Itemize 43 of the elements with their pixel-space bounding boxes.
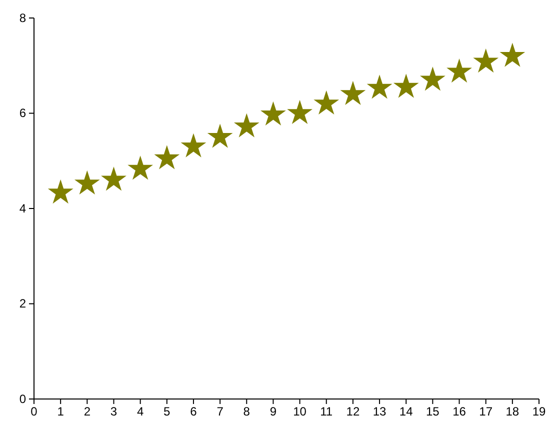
y-tick-label: 0	[19, 392, 26, 406]
x-tick-label: 11	[320, 404, 333, 419]
x-tick-label: 0	[30, 404, 38, 419]
x-tick-label: 4	[136, 404, 144, 419]
x-tick-label: 2	[84, 404, 91, 419]
point	[234, 113, 260, 138]
x-tick-label: 17	[479, 404, 493, 419]
x-tick-label: 8	[243, 404, 250, 419]
x-tick-label: 1	[57, 404, 64, 419]
x-tick-label: 12	[346, 404, 360, 419]
point	[74, 170, 100, 195]
x-tick-label: 14	[399, 404, 414, 419]
point	[393, 74, 419, 98]
point	[207, 124, 233, 148]
x-tick-label: 3	[110, 404, 118, 419]
point	[446, 58, 472, 83]
point	[473, 48, 499, 73]
point	[154, 145, 180, 170]
point	[128, 156, 154, 180]
point	[366, 74, 392, 99]
x-tick-label: 7	[216, 404, 224, 419]
point	[260, 101, 286, 126]
point	[48, 179, 74, 204]
y-tick-label: 8	[19, 10, 26, 25]
x-tick-label: 6	[190, 404, 198, 419]
point	[420, 66, 446, 91]
x-tick-label: 15	[426, 404, 440, 419]
y-tick-label: 4	[19, 201, 26, 216]
point	[340, 80, 366, 105]
y-tick-label: 6	[19, 106, 26, 120]
x-tick-label: 9	[270, 404, 277, 419]
x-tick-label: 18	[506, 404, 520, 419]
point	[314, 90, 340, 115]
point	[101, 166, 126, 191]
x-tick-label: 10	[293, 404, 307, 419]
point	[287, 100, 312, 124]
x-tick-label: 19	[532, 404, 546, 419]
point	[500, 42, 526, 67]
point	[180, 133, 206, 158]
x-tick-label: 13	[372, 404, 387, 419]
y-tick-label: 2	[19, 296, 26, 311]
x-tick-label: 16	[452, 404, 466, 419]
x-tick-label: 5	[164, 404, 171, 419]
